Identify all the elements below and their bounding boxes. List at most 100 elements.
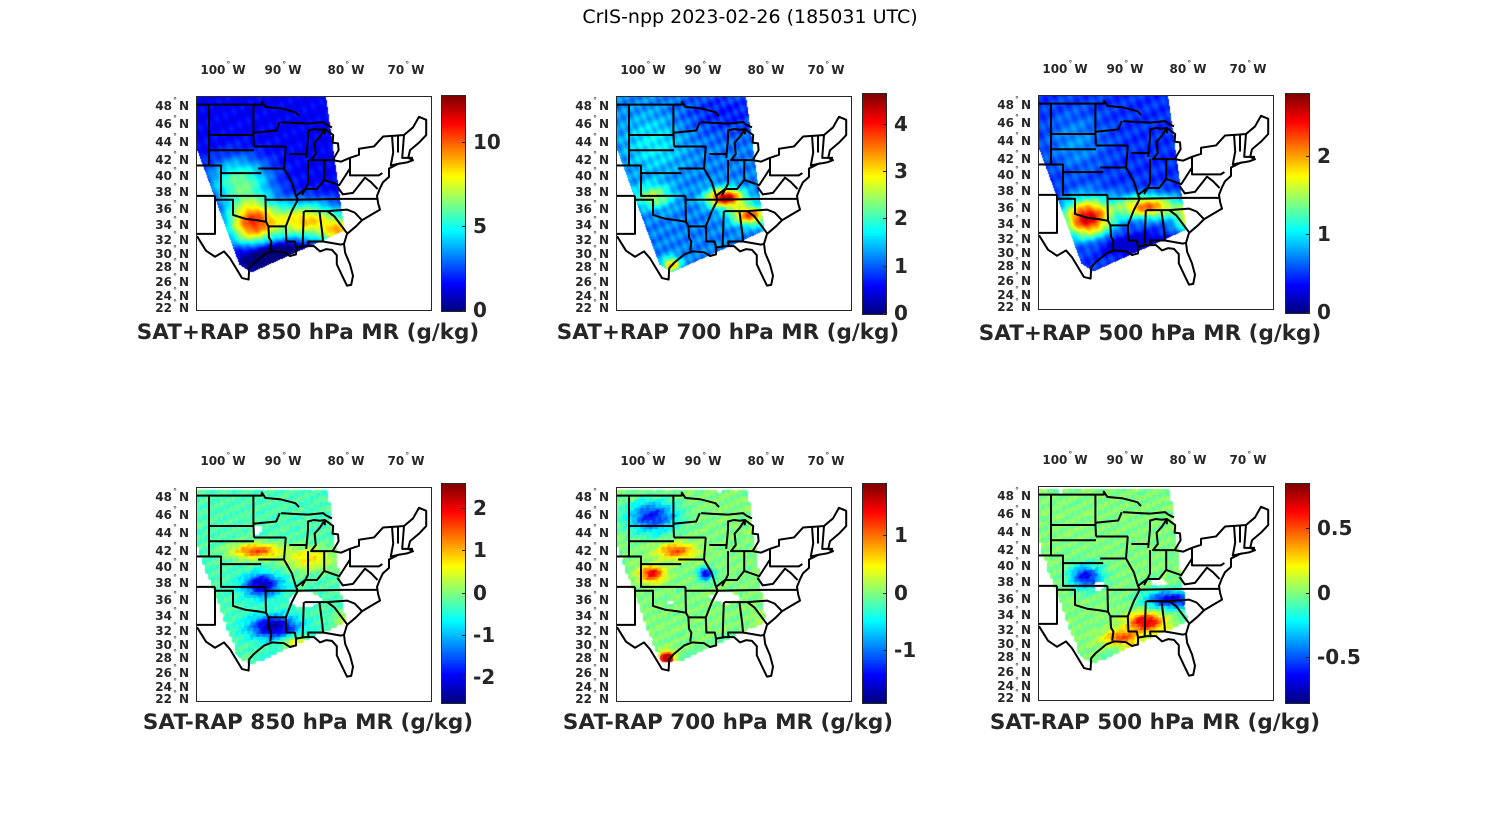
- degree-symbol: °: [592, 150, 597, 159]
- latitude-tick-label: 36° N: [139, 590, 189, 608]
- lon-value: 90: [1106, 62, 1124, 76]
- latitude-tick-label: 40° N: [559, 166, 609, 184]
- degree-symbol: °: [592, 635, 597, 644]
- lat-value: 44: [997, 525, 1014, 539]
- lat-value: 22: [575, 692, 592, 706]
- lat-hemisphere: N: [178, 275, 189, 289]
- state-border: [1039, 585, 1058, 625]
- map-axes: [616, 96, 852, 311]
- state-border: [1100, 145, 1129, 169]
- state-border: [769, 157, 803, 177]
- colorbar-tick-label: 10: [473, 130, 501, 155]
- state-border: [743, 167, 771, 187]
- state-border: [1243, 524, 1255, 549]
- state-border: [746, 210, 768, 234]
- degree-symbol: °: [1014, 634, 1019, 643]
- lon-value: 90: [1106, 453, 1124, 467]
- state-border: [349, 548, 383, 568]
- latitude-tick-label: 46° N: [139, 505, 189, 523]
- lat-value: 40: [997, 559, 1014, 573]
- colorbar-tick-label: 0: [473, 580, 487, 605]
- lon-hemisphere: W: [288, 63, 302, 77]
- state-border: [1051, 554, 1104, 565]
- state-border: [1143, 601, 1147, 637]
- map-axes: [196, 487, 432, 702]
- state-border: [1149, 600, 1166, 637]
- lat-value: 30: [575, 247, 592, 261]
- lat-value: 28: [575, 260, 592, 274]
- latitude-tick-label: 30° N: [981, 634, 1031, 652]
- colorbar-tick-mark: [883, 534, 886, 536]
- state-border: [220, 564, 266, 588]
- lat-value: 32: [997, 623, 1014, 637]
- latitude-tick-label: 24° N: [139, 286, 189, 304]
- lon-hemisphere: W: [411, 63, 425, 77]
- colorbar: [862, 483, 887, 704]
- degree-symbol: °: [172, 182, 177, 191]
- lat-value: 24: [575, 680, 592, 694]
- lat-value: 36: [575, 202, 592, 216]
- lat-value: 36: [997, 592, 1014, 606]
- degree-symbol: °: [172, 541, 177, 550]
- latitude-tick-label: 30° N: [559, 635, 609, 653]
- state-border: [1051, 163, 1104, 174]
- degree-symbol: °: [1014, 214, 1019, 223]
- colorbar-tick-label: 4: [894, 111, 908, 136]
- colorbar-tick-label: 0: [1317, 300, 1331, 324]
- degree-symbol: °: [1014, 540, 1019, 549]
- state-border: [1100, 536, 1129, 560]
- colorbar-tick-label: 0: [894, 301, 908, 325]
- latitude-tick-label: 44° N: [981, 522, 1031, 540]
- lat-hemisphere: N: [598, 576, 609, 590]
- lat-value: 46: [997, 507, 1014, 521]
- lat-value: 22: [997, 691, 1014, 705]
- degree-symbol: °: [592, 621, 597, 630]
- state-border: [1094, 103, 1097, 146]
- lat-hemisphere: N: [178, 289, 189, 303]
- lat-hemisphere: N: [598, 560, 609, 574]
- lat-hemisphere: N: [598, 247, 609, 261]
- lat-value: 38: [155, 185, 172, 199]
- lat-hemisphere: N: [1020, 152, 1031, 166]
- map-axes: [1038, 95, 1274, 310]
- degree-symbol: °: [1014, 165, 1019, 174]
- longitude-tick-label: 90° W: [265, 60, 302, 77]
- latitude-tick-label: 36° N: [139, 199, 189, 217]
- degree-symbol: °: [1014, 556, 1019, 565]
- latitude-tick-label: 34° N: [981, 214, 1031, 232]
- state-border: [1106, 194, 1115, 250]
- lat-hemisphere: N: [178, 609, 189, 623]
- colorbar-tick-label: -0.5: [1317, 644, 1361, 669]
- latitude-tick-label: 46° N: [559, 505, 609, 523]
- lat-hemisphere: N: [598, 99, 609, 113]
- degree-symbol: °: [172, 114, 177, 123]
- lon-value: 80: [327, 454, 345, 468]
- lat-value: 24: [155, 289, 172, 303]
- degree-symbol: °: [172, 166, 177, 175]
- lon-hemisphere: W: [831, 63, 845, 77]
- lat-hemisphere: N: [598, 301, 609, 315]
- degree-symbol: °: [592, 286, 597, 295]
- lat-value: 38: [155, 576, 172, 590]
- lat-hemisphere: N: [178, 218, 189, 232]
- state-border: [258, 537, 287, 561]
- longitude-tick-label: 100° W: [620, 60, 665, 77]
- degree-symbol: °: [592, 648, 597, 657]
- state-border: [280, 121, 333, 129]
- lat-value: 34: [997, 217, 1014, 231]
- latitude-tick-label: 34° N: [139, 215, 189, 233]
- lon-value: 70: [807, 454, 825, 468]
- state-boundaries: [617, 491, 848, 678]
- state-border: [301, 602, 305, 638]
- lat-value: 30: [155, 638, 172, 652]
- lon-value: 80: [747, 454, 765, 468]
- lat-hemisphere: N: [598, 624, 609, 638]
- state-border: [1095, 120, 1123, 133]
- latitude-tick-label: 26° N: [139, 663, 189, 681]
- degree-symbol: °: [226, 60, 231, 69]
- state-border: [389, 134, 402, 167]
- state-border: [307, 210, 324, 247]
- state-border: [1137, 178, 1167, 196]
- latitude-tick-label: 28° N: [981, 647, 1031, 665]
- latitude-tick-label: 42° N: [139, 150, 189, 168]
